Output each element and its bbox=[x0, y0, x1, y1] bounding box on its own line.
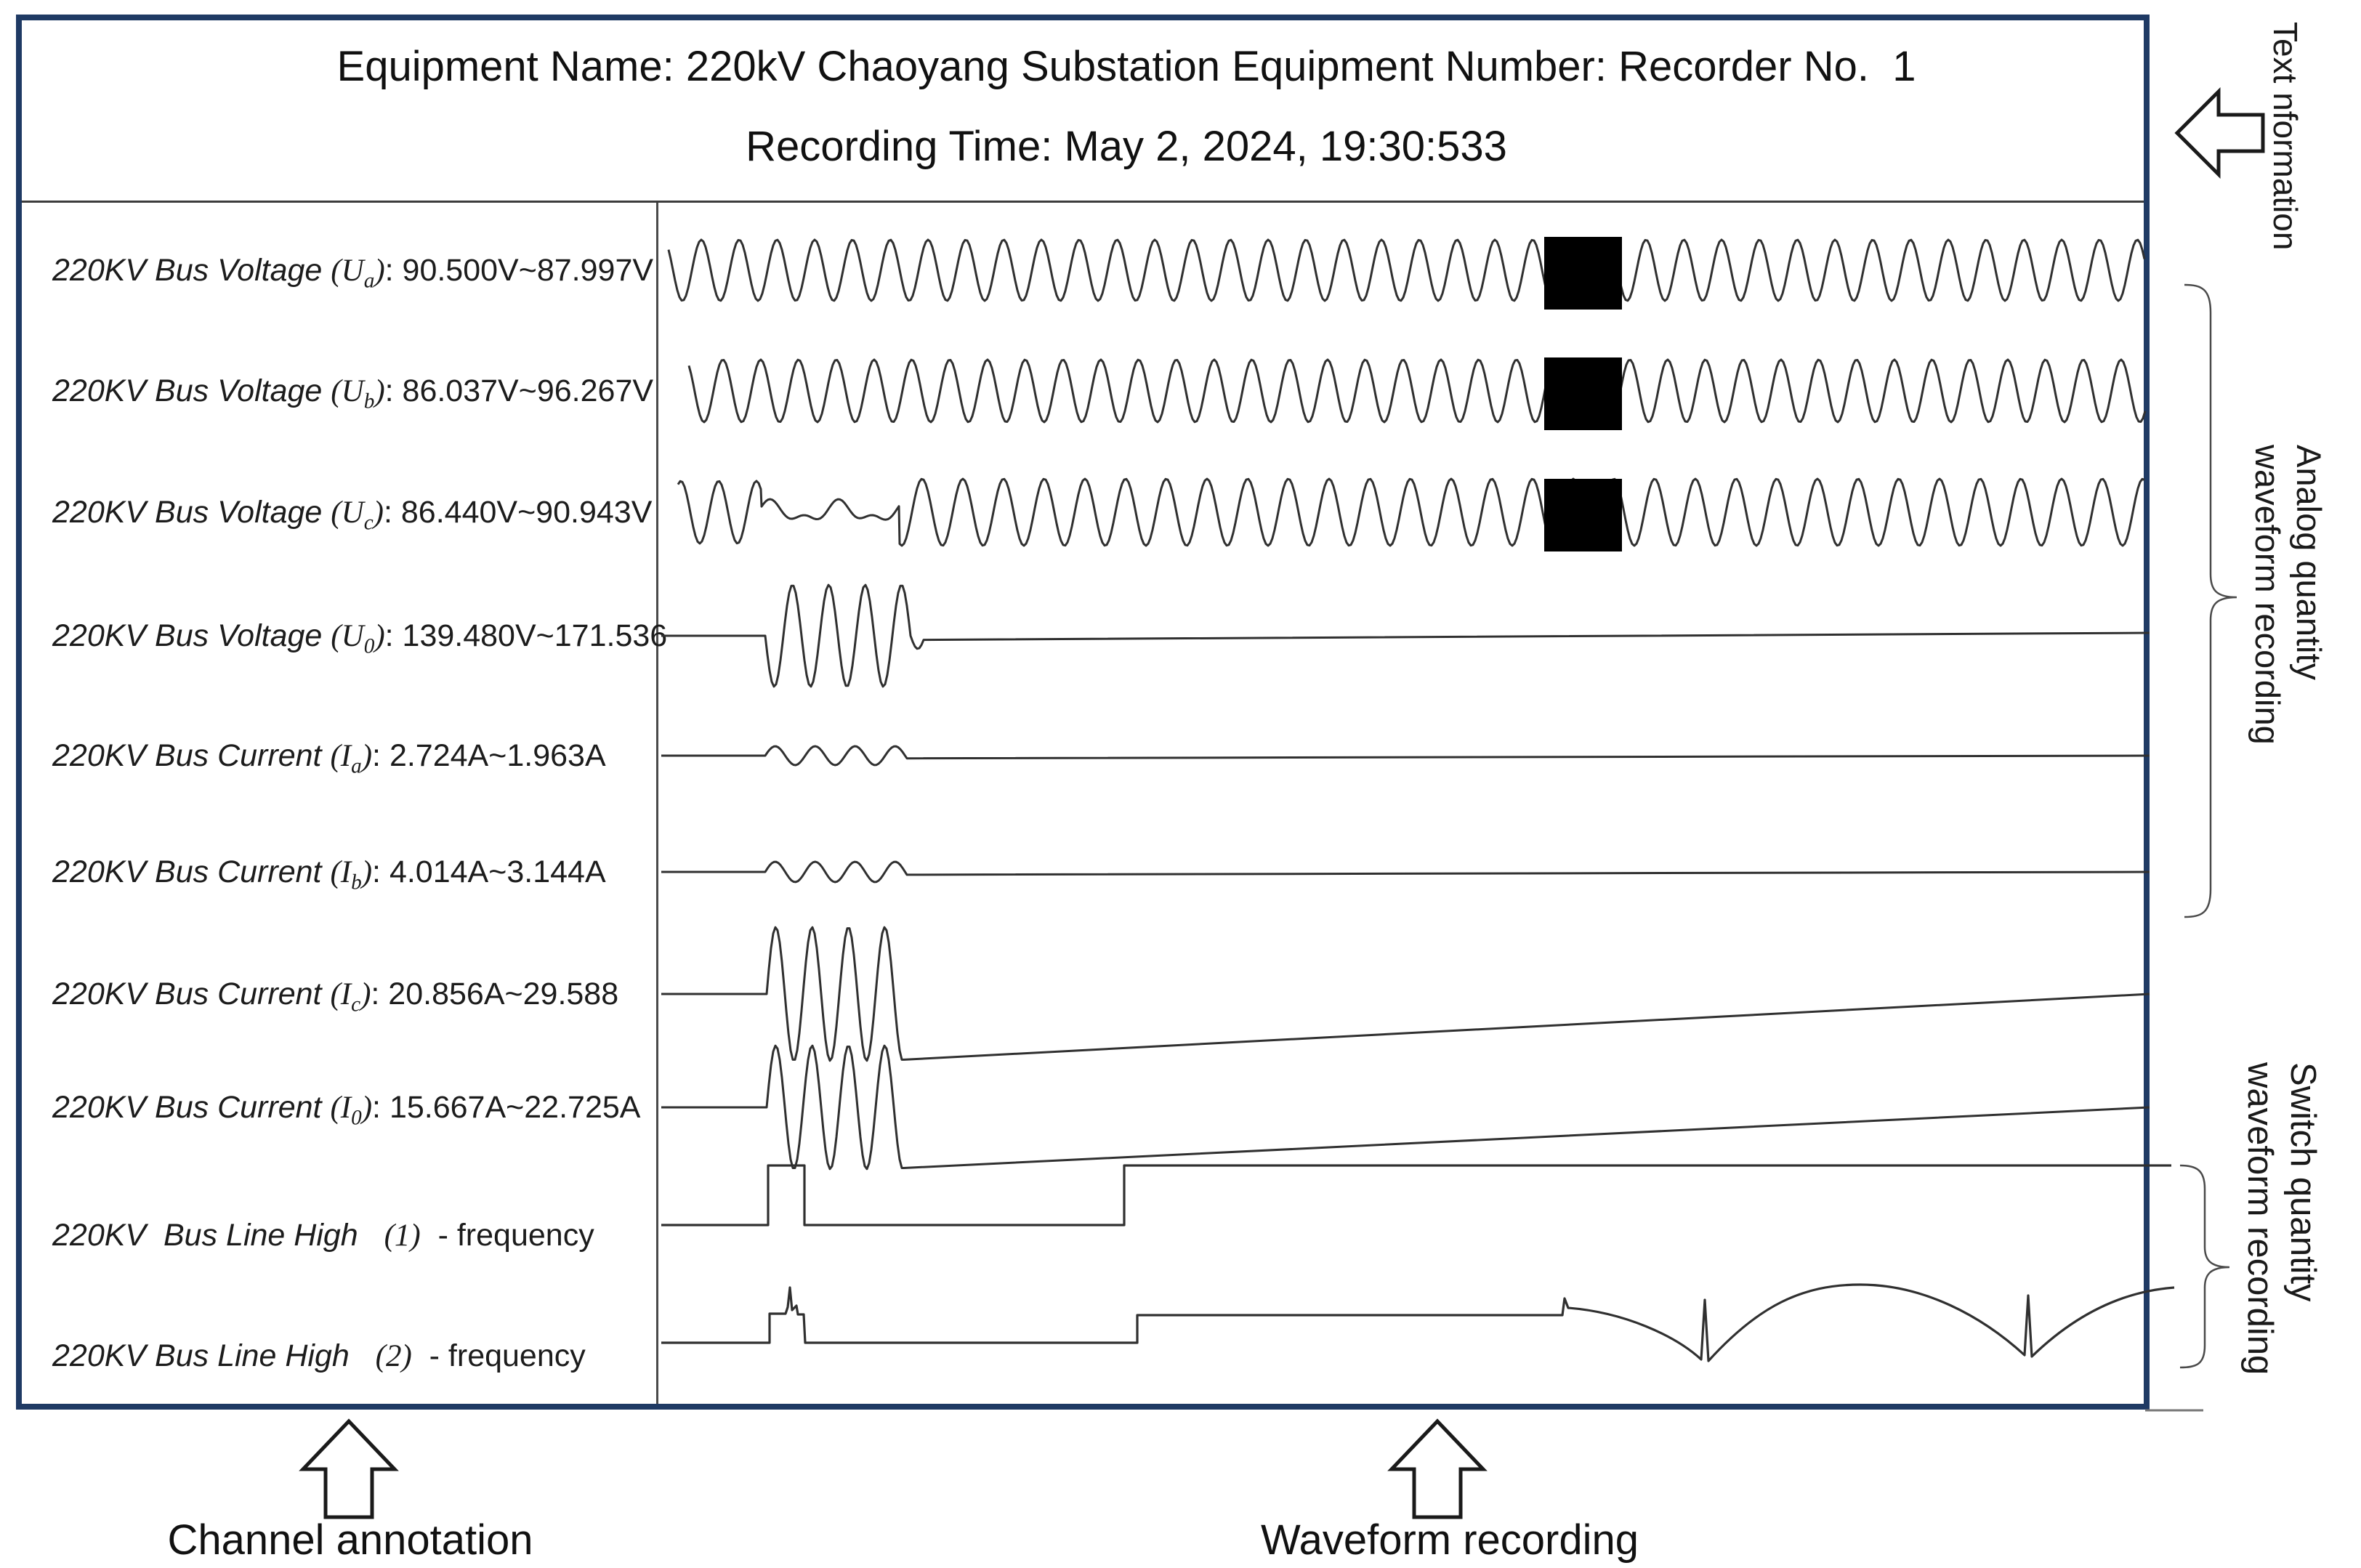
switch-brace bbox=[2179, 1164, 2230, 1369]
switch-quantity-label: Switch quantity waveform recording bbox=[2238, 1062, 2324, 1375]
waveform-ch4 bbox=[661, 583, 2150, 688]
waveform-ch10 bbox=[661, 1283, 2175, 1362]
waveform-ch6 bbox=[661, 860, 2150, 884]
equipment-title: Equipment Name: 220kV Chaoyang Substatio… bbox=[336, 43, 1916, 90]
switch-quantity-line1: Switch quantity bbox=[2283, 1062, 2322, 1302]
channel-label-6: 220KV Bus Current (Ib): 4.014A~3.144A bbox=[52, 854, 606, 894]
label-waveform-divider bbox=[656, 203, 658, 1404]
left-block-arrow-icon bbox=[2174, 86, 2265, 179]
switch-quantity-line2: waveform recording bbox=[2240, 1062, 2280, 1375]
channel-label-9: 220KV Bus Line High (1) - frequency bbox=[52, 1218, 594, 1253]
waveform-traces bbox=[661, 237, 2175, 1362]
analog-quantity-line2: waveform recording bbox=[2248, 445, 2287, 745]
channel-label-5: 220KV Bus Current (Ia): 2.724A~1.963A bbox=[52, 738, 606, 778]
waveform-recording-label: Waveform recording bbox=[1260, 1516, 1639, 1564]
analog-quantity-line1: Analog quantity bbox=[2290, 445, 2328, 681]
redaction-box-ch3 bbox=[1544, 479, 1622, 551]
channel-label-1: 220KV Bus Voltage (Ua): 90.500V~87.997V bbox=[52, 253, 654, 293]
redaction-box-ch1 bbox=[1544, 237, 1622, 310]
recording-time: Recording Time: May 2, 2024, 19:30:533 bbox=[746, 123, 1507, 170]
waveform-ch7 bbox=[661, 926, 2150, 1062]
up-block-arrow-waveform-icon bbox=[1387, 1418, 1488, 1519]
channel-label-2: 220KV Bus Voltage (Ub): 86.037V~96.267V bbox=[52, 373, 654, 413]
redaction-box-ch2 bbox=[1544, 357, 1622, 430]
up-block-arrow-channel-icon bbox=[299, 1418, 399, 1519]
analog-brace bbox=[2184, 283, 2237, 918]
channel-label-3: 220KV Bus Voltage (Uc): 86.440V~90.943V bbox=[52, 495, 653, 535]
waveform-ch1 bbox=[667, 238, 2146, 302]
channel-annotation-label: Channel annotation bbox=[167, 1516, 533, 1564]
analog-quantity-label: Analog quantity waveform recording bbox=[2247, 445, 2330, 745]
channel-label-10: 220KV Bus Line High (2) - frequency bbox=[52, 1338, 586, 1373]
waveform-ch2 bbox=[687, 358, 2147, 424]
waveform-ch8 bbox=[661, 1044, 2150, 1171]
header-separator bbox=[22, 201, 2144, 203]
waveform-ch5 bbox=[661, 745, 2150, 767]
waveform-ch3 bbox=[677, 477, 2145, 547]
waveform-ch9 bbox=[661, 1164, 2171, 1226]
text-information-label: Text nformation bbox=[2267, 22, 2304, 251]
channel-label-7: 220KV Bus Current (Ic): 20.856A~29.588 bbox=[52, 977, 619, 1017]
channel-label-4: 220KV Bus Voltage (U0): 139.480V~171.536 bbox=[52, 618, 668, 658]
channel-label-8: 220KV Bus Current (I0): 15.667A~22.725A bbox=[52, 1090, 641, 1130]
